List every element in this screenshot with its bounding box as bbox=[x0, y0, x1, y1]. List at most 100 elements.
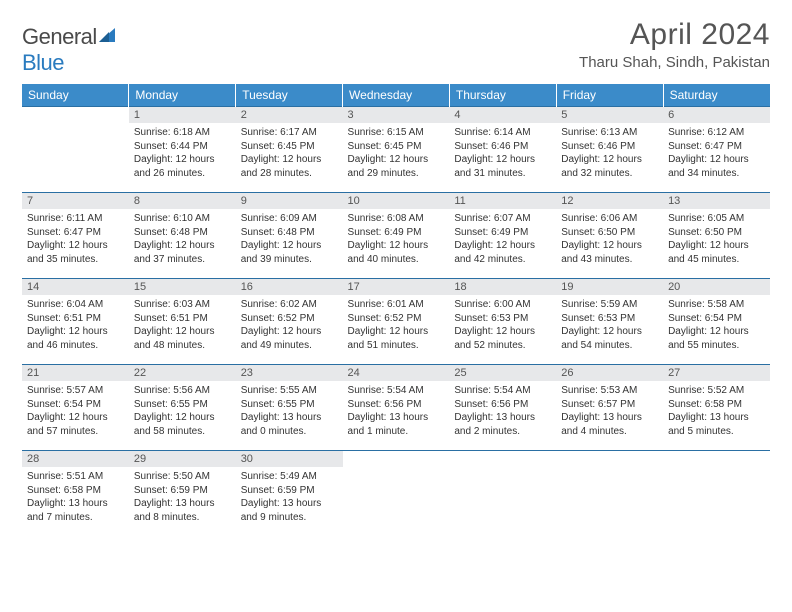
daylight-line: Daylight: 12 hours and 51 minutes. bbox=[348, 325, 445, 352]
day-info: Sunrise: 6:05 AMSunset: 6:50 PMDaylight:… bbox=[663, 209, 770, 266]
sunrise-line: Sunrise: 5:54 AM bbox=[454, 384, 551, 398]
day-number: 2 bbox=[236, 107, 343, 123]
calendar-day-cell: 23Sunrise: 5:55 AMSunset: 6:55 PMDayligh… bbox=[236, 365, 343, 451]
day-info: Sunrise: 6:17 AMSunset: 6:45 PMDaylight:… bbox=[236, 123, 343, 180]
calendar-day-cell: 28Sunrise: 5:51 AMSunset: 6:58 PMDayligh… bbox=[22, 451, 129, 537]
calendar-day-cell: 30Sunrise: 5:49 AMSunset: 6:59 PMDayligh… bbox=[236, 451, 343, 537]
day-info: Sunrise: 6:18 AMSunset: 6:44 PMDaylight:… bbox=[129, 123, 236, 180]
logo-word-a: General bbox=[22, 24, 97, 49]
sunset-line: Sunset: 6:56 PM bbox=[454, 398, 551, 412]
sunrise-line: Sunrise: 5:59 AM bbox=[561, 298, 658, 312]
calendar-day-cell: 4Sunrise: 6:14 AMSunset: 6:46 PMDaylight… bbox=[449, 107, 556, 193]
calendar-day-cell: 10Sunrise: 6:08 AMSunset: 6:49 PMDayligh… bbox=[343, 193, 450, 279]
day-number: 1 bbox=[129, 107, 236, 123]
day-info: Sunrise: 6:07 AMSunset: 6:49 PMDaylight:… bbox=[449, 209, 556, 266]
logo-word-b: Blue bbox=[22, 50, 64, 75]
day-number: 28 bbox=[22, 451, 129, 467]
sunset-line: Sunset: 6:48 PM bbox=[134, 226, 231, 240]
day-number: 14 bbox=[22, 279, 129, 295]
calendar-day-cell: 24Sunrise: 5:54 AMSunset: 6:56 PMDayligh… bbox=[343, 365, 450, 451]
daylight-line: Daylight: 12 hours and 34 minutes. bbox=[668, 153, 765, 180]
daylight-line: Daylight: 13 hours and 1 minute. bbox=[348, 411, 445, 438]
daylight-line: Daylight: 13 hours and 8 minutes. bbox=[134, 497, 231, 524]
sunset-line: Sunset: 6:52 PM bbox=[348, 312, 445, 326]
daylight-line: Daylight: 12 hours and 26 minutes. bbox=[134, 153, 231, 180]
daylight-line: Daylight: 13 hours and 5 minutes. bbox=[668, 411, 765, 438]
day-number: 24 bbox=[343, 365, 450, 381]
sunset-line: Sunset: 6:44 PM bbox=[134, 140, 231, 154]
day-number: 3 bbox=[343, 107, 450, 123]
daylight-line: Daylight: 12 hours and 39 minutes. bbox=[241, 239, 338, 266]
sunset-line: Sunset: 6:58 PM bbox=[27, 484, 124, 498]
day-info: Sunrise: 5:50 AMSunset: 6:59 PMDaylight:… bbox=[129, 467, 236, 524]
weekday-header: Wednesday bbox=[343, 84, 450, 107]
calendar-day-cell: 18Sunrise: 6:00 AMSunset: 6:53 PMDayligh… bbox=[449, 279, 556, 365]
day-number: 21 bbox=[22, 365, 129, 381]
calendar-day-cell: 6Sunrise: 6:12 AMSunset: 6:47 PMDaylight… bbox=[663, 107, 770, 193]
day-info: Sunrise: 6:01 AMSunset: 6:52 PMDaylight:… bbox=[343, 295, 450, 352]
sunrise-line: Sunrise: 5:57 AM bbox=[27, 384, 124, 398]
sunrise-line: Sunrise: 5:54 AM bbox=[348, 384, 445, 398]
day-info: Sunrise: 5:59 AMSunset: 6:53 PMDaylight:… bbox=[556, 295, 663, 352]
day-number: 25 bbox=[449, 365, 556, 381]
daylight-line: Daylight: 12 hours and 29 minutes. bbox=[348, 153, 445, 180]
calendar-day-cell: 21Sunrise: 5:57 AMSunset: 6:54 PMDayligh… bbox=[22, 365, 129, 451]
day-number bbox=[663, 451, 770, 467]
day-number: 10 bbox=[343, 193, 450, 209]
logo: General Blue bbox=[22, 18, 117, 76]
day-info: Sunrise: 6:11 AMSunset: 6:47 PMDaylight:… bbox=[22, 209, 129, 266]
calendar-day-cell: 26Sunrise: 5:53 AMSunset: 6:57 PMDayligh… bbox=[556, 365, 663, 451]
calendar-week-row: 21Sunrise: 5:57 AMSunset: 6:54 PMDayligh… bbox=[22, 365, 770, 451]
weekday-header: Saturday bbox=[663, 84, 770, 107]
sunrise-line: Sunrise: 6:11 AM bbox=[27, 212, 124, 226]
logo-text: General Blue bbox=[22, 24, 117, 76]
sunset-line: Sunset: 6:55 PM bbox=[241, 398, 338, 412]
day-info: Sunrise: 5:58 AMSunset: 6:54 PMDaylight:… bbox=[663, 295, 770, 352]
day-number: 6 bbox=[663, 107, 770, 123]
daylight-line: Daylight: 12 hours and 43 minutes. bbox=[561, 239, 658, 266]
daylight-line: Daylight: 12 hours and 57 minutes. bbox=[27, 411, 124, 438]
day-info: Sunrise: 5:49 AMSunset: 6:59 PMDaylight:… bbox=[236, 467, 343, 524]
sunset-line: Sunset: 6:52 PM bbox=[241, 312, 338, 326]
day-number bbox=[556, 451, 663, 467]
daylight-line: Daylight: 12 hours and 48 minutes. bbox=[134, 325, 231, 352]
sunrise-line: Sunrise: 5:53 AM bbox=[561, 384, 658, 398]
weekday-header: Tuesday bbox=[236, 84, 343, 107]
sunset-line: Sunset: 6:50 PM bbox=[561, 226, 658, 240]
calendar-day-cell: 13Sunrise: 6:05 AMSunset: 6:50 PMDayligh… bbox=[663, 193, 770, 279]
day-number: 12 bbox=[556, 193, 663, 209]
weekday-header: Friday bbox=[556, 84, 663, 107]
sunset-line: Sunset: 6:47 PM bbox=[27, 226, 124, 240]
day-info: Sunrise: 6:00 AMSunset: 6:53 PMDaylight:… bbox=[449, 295, 556, 352]
sunset-line: Sunset: 6:58 PM bbox=[668, 398, 765, 412]
day-number bbox=[343, 451, 450, 467]
calendar-day-cell: 15Sunrise: 6:03 AMSunset: 6:51 PMDayligh… bbox=[129, 279, 236, 365]
sunset-line: Sunset: 6:59 PM bbox=[134, 484, 231, 498]
calendar-day-cell bbox=[22, 107, 129, 193]
calendar-day-cell: 17Sunrise: 6:01 AMSunset: 6:52 PMDayligh… bbox=[343, 279, 450, 365]
daylight-line: Daylight: 13 hours and 0 minutes. bbox=[241, 411, 338, 438]
calendar-day-cell: 5Sunrise: 6:13 AMSunset: 6:46 PMDaylight… bbox=[556, 107, 663, 193]
daylight-line: Daylight: 12 hours and 40 minutes. bbox=[348, 239, 445, 266]
calendar-day-cell: 27Sunrise: 5:52 AMSunset: 6:58 PMDayligh… bbox=[663, 365, 770, 451]
day-info: Sunrise: 6:04 AMSunset: 6:51 PMDaylight:… bbox=[22, 295, 129, 352]
calendar-week-row: 1Sunrise: 6:18 AMSunset: 6:44 PMDaylight… bbox=[22, 107, 770, 193]
sunrise-line: Sunrise: 5:49 AM bbox=[241, 470, 338, 484]
sunrise-line: Sunrise: 6:15 AM bbox=[348, 126, 445, 140]
calendar-day-cell: 19Sunrise: 5:59 AMSunset: 6:53 PMDayligh… bbox=[556, 279, 663, 365]
calendar-day-cell: 14Sunrise: 6:04 AMSunset: 6:51 PMDayligh… bbox=[22, 279, 129, 365]
day-number: 17 bbox=[343, 279, 450, 295]
day-number: 15 bbox=[129, 279, 236, 295]
weekday-header-row: SundayMondayTuesdayWednesdayThursdayFrid… bbox=[22, 84, 770, 107]
weekday-header: Monday bbox=[129, 84, 236, 107]
day-info: Sunrise: 5:55 AMSunset: 6:55 PMDaylight:… bbox=[236, 381, 343, 438]
day-info: Sunrise: 6:15 AMSunset: 6:45 PMDaylight:… bbox=[343, 123, 450, 180]
calendar-day-cell: 8Sunrise: 6:10 AMSunset: 6:48 PMDaylight… bbox=[129, 193, 236, 279]
calendar-day-cell bbox=[343, 451, 450, 537]
sunset-line: Sunset: 6:45 PM bbox=[348, 140, 445, 154]
calendar-day-cell: 22Sunrise: 5:56 AMSunset: 6:55 PMDayligh… bbox=[129, 365, 236, 451]
day-number: 23 bbox=[236, 365, 343, 381]
day-number: 13 bbox=[663, 193, 770, 209]
calendar-day-cell bbox=[663, 451, 770, 537]
day-number: 8 bbox=[129, 193, 236, 209]
